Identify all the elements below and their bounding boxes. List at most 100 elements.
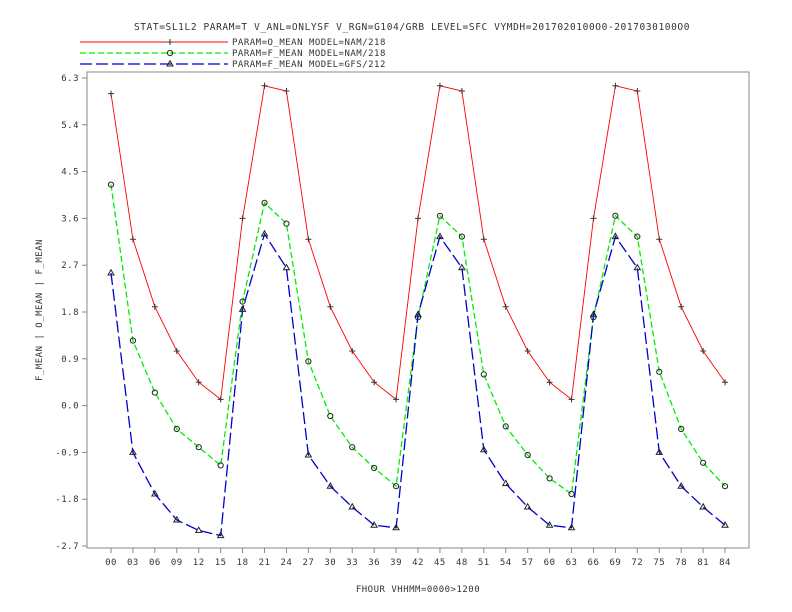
- data-point: [546, 379, 553, 386]
- x-axis-label: FHOUR VHHMM=0000>1200: [356, 585, 480, 595]
- data-point: [129, 236, 136, 243]
- data-point: [217, 462, 224, 469]
- x-tick-label: 48: [456, 558, 468, 568]
- y-tick-label: -1.8: [55, 495, 79, 505]
- data-point: [305, 236, 312, 243]
- data-point: [282, 263, 291, 271]
- data-point: [502, 423, 509, 430]
- data-point: [150, 489, 159, 497]
- legend-label: PARAM=O_MEAN MODEL=NAM/218: [232, 38, 386, 48]
- data-point: [677, 481, 686, 489]
- data-point: [129, 448, 137, 455]
- x-tick-label: 78: [675, 558, 687, 568]
- x-tick-label: 00: [105, 558, 117, 568]
- data-point: [129, 337, 137, 344]
- legend-label: PARAM=F_MEAN MODEL=NAM/218: [232, 49, 386, 59]
- x-tick-label: 39: [390, 558, 402, 568]
- data-point: [480, 236, 487, 243]
- x-tick-label: 15: [215, 558, 227, 568]
- y-tick-label: 4.5: [61, 168, 79, 178]
- data-point: [458, 233, 465, 240]
- data-point: [260, 229, 269, 237]
- data-point: [480, 371, 487, 378]
- plot-frame: [86, 71, 750, 549]
- data-point: [371, 464, 378, 472]
- x-tick-label: 75: [653, 558, 665, 568]
- data-point: [167, 39, 173, 45]
- y-axis: 6.3 5.4 4.5 3.6 2.7 1.8 0.9 0.0 -0.9 -1.8 -2.7: [55, 74, 87, 552]
- data-point: [678, 303, 685, 310]
- data-point: [568, 490, 575, 498]
- data-point: [173, 425, 180, 433]
- x-tick-label: 57: [522, 558, 534, 568]
- x-tick-label: 33: [346, 558, 358, 568]
- x-tick-label: 42: [412, 558, 424, 568]
- data-point: [349, 348, 356, 354]
- y-tick-label: -2.7: [55, 542, 79, 552]
- y-tick-label: 1.8: [61, 308, 79, 318]
- y-tick-label: 2.7: [61, 261, 79, 271]
- data-point: [458, 263, 466, 271]
- data-point: [414, 310, 422, 318]
- y-tick-label: 6.3: [61, 74, 79, 84]
- x-tick-label: 84: [719, 558, 731, 568]
- data-point: [166, 59, 174, 67]
- data-point: [501, 479, 510, 487]
- data-point: [173, 348, 180, 354]
- data-point: [589, 310, 598, 318]
- series-2: [107, 181, 729, 498]
- data-point: [656, 236, 663, 243]
- data-point: [502, 303, 509, 310]
- data-point: [415, 215, 422, 222]
- y-axis-label: F_MEAN | O_MEAN | F_MEAN: [35, 239, 45, 381]
- data-point: [371, 379, 378, 386]
- data-point: [239, 215, 246, 222]
- data-point: [370, 520, 379, 528]
- data-point: [436, 82, 443, 89]
- data-point: [108, 90, 114, 97]
- data-point: [721, 520, 729, 528]
- data-point: [568, 396, 575, 403]
- data-point: [634, 88, 641, 94]
- data-point: [348, 502, 357, 510]
- data-point: [612, 82, 619, 89]
- y-tick-label: -0.9: [55, 448, 79, 458]
- series-1: [108, 82, 729, 403]
- data-point: [217, 396, 224, 403]
- data-point: [656, 368, 663, 375]
- y-tick-label: 5.4: [61, 121, 79, 131]
- series-line: [110, 232, 726, 537]
- x-axis: 00 03 06 09 12 15 18 21 24 27 30 33 36 39 42 45 48 51 54 57…: [105, 548, 731, 568]
- data-point: [634, 233, 641, 240]
- data-point: [392, 523, 400, 531]
- data-point: [327, 412, 334, 420]
- x-tick-label: 72: [631, 558, 643, 568]
- data-point: [107, 268, 115, 276]
- data-point: [305, 358, 312, 365]
- series-layer: [107, 82, 729, 539]
- legend-entry: PARAM=F_MEAN MODEL=NAM/218: [80, 49, 386, 59]
- data-point: [261, 199, 268, 206]
- data-point: [172, 515, 181, 523]
- data-point: [349, 444, 356, 451]
- data-point: [523, 502, 532, 510]
- data-point: [458, 88, 465, 94]
- data-point: [590, 215, 597, 222]
- x-tick-label: 66: [588, 558, 600, 568]
- x-tick-label: 27: [302, 558, 314, 568]
- data-point: [567, 523, 576, 531]
- x-tick-label: 81: [697, 558, 709, 568]
- legend-entry: PARAM=O_MEAN MODEL=NAM/218: [80, 38, 386, 48]
- data-point: [633, 263, 642, 271]
- x-tick-label: 30: [324, 558, 336, 568]
- legend-entry: PARAM=F_MEAN MODEL=GFS/212: [80, 59, 385, 70]
- data-point: [283, 88, 290, 94]
- data-point: [261, 82, 268, 89]
- x-tick-label: 12: [193, 558, 205, 568]
- data-point: [700, 459, 707, 466]
- data-point: [611, 232, 620, 240]
- data-point: [721, 483, 729, 490]
- data-point: [678, 425, 685, 433]
